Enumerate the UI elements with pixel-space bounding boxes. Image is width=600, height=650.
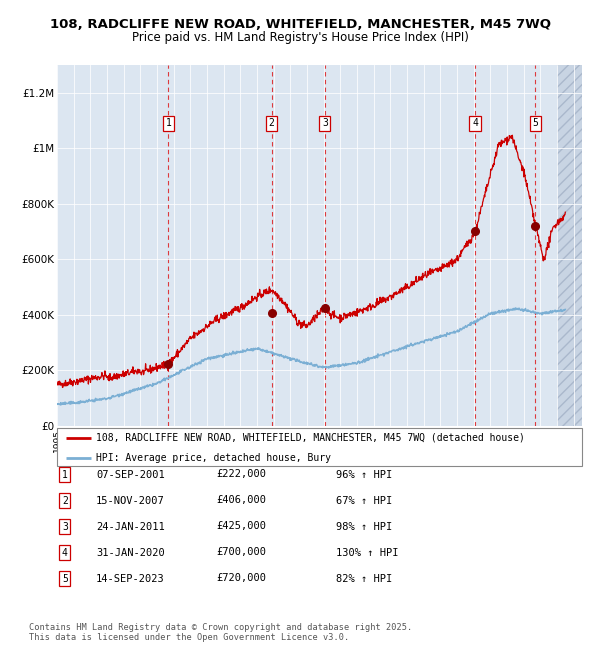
Text: 15-NOV-2007: 15-NOV-2007 xyxy=(96,495,165,506)
Text: 67% ↑ HPI: 67% ↑ HPI xyxy=(336,495,392,506)
Text: 98% ↑ HPI: 98% ↑ HPI xyxy=(336,521,392,532)
Text: Contains HM Land Registry data © Crown copyright and database right 2025.: Contains HM Land Registry data © Crown c… xyxy=(29,623,412,632)
Text: 4: 4 xyxy=(472,118,478,128)
Text: £406,000: £406,000 xyxy=(216,495,266,506)
Text: 07-SEP-2001: 07-SEP-2001 xyxy=(96,469,165,480)
Text: Price paid vs. HM Land Registry's House Price Index (HPI): Price paid vs. HM Land Registry's House … xyxy=(131,31,469,44)
Text: 24-JAN-2011: 24-JAN-2011 xyxy=(96,521,165,532)
Text: 14-SEP-2023: 14-SEP-2023 xyxy=(96,573,165,584)
Text: 108, RADCLIFFE NEW ROAD, WHITEFIELD, MANCHESTER, M45 7WQ (detached house): 108, RADCLIFFE NEW ROAD, WHITEFIELD, MAN… xyxy=(97,433,525,443)
Text: £425,000: £425,000 xyxy=(216,521,266,532)
Text: HPI: Average price, detached house, Bury: HPI: Average price, detached house, Bury xyxy=(97,453,331,463)
Text: 31-JAN-2020: 31-JAN-2020 xyxy=(96,547,165,558)
Text: 130% ↑ HPI: 130% ↑ HPI xyxy=(336,547,398,558)
Text: £222,000: £222,000 xyxy=(216,469,266,480)
Text: 5: 5 xyxy=(533,118,538,128)
Text: 2: 2 xyxy=(62,495,68,506)
Text: 3: 3 xyxy=(62,521,68,532)
Text: £700,000: £700,000 xyxy=(216,547,266,558)
Text: 4: 4 xyxy=(62,547,68,558)
Text: 1: 1 xyxy=(62,469,68,480)
Bar xyxy=(557,65,582,426)
Text: This data is licensed under the Open Government Licence v3.0.: This data is licensed under the Open Gov… xyxy=(29,633,349,642)
FancyBboxPatch shape xyxy=(57,428,582,466)
Text: 1: 1 xyxy=(166,118,172,128)
Text: 5: 5 xyxy=(62,573,68,584)
Text: £720,000: £720,000 xyxy=(216,573,266,584)
Text: 3: 3 xyxy=(322,118,328,128)
Text: 82% ↑ HPI: 82% ↑ HPI xyxy=(336,573,392,584)
Text: 2: 2 xyxy=(269,118,275,128)
Text: 108, RADCLIFFE NEW ROAD, WHITEFIELD, MANCHESTER, M45 7WQ: 108, RADCLIFFE NEW ROAD, WHITEFIELD, MAN… xyxy=(49,18,551,31)
Text: 96% ↑ HPI: 96% ↑ HPI xyxy=(336,469,392,480)
